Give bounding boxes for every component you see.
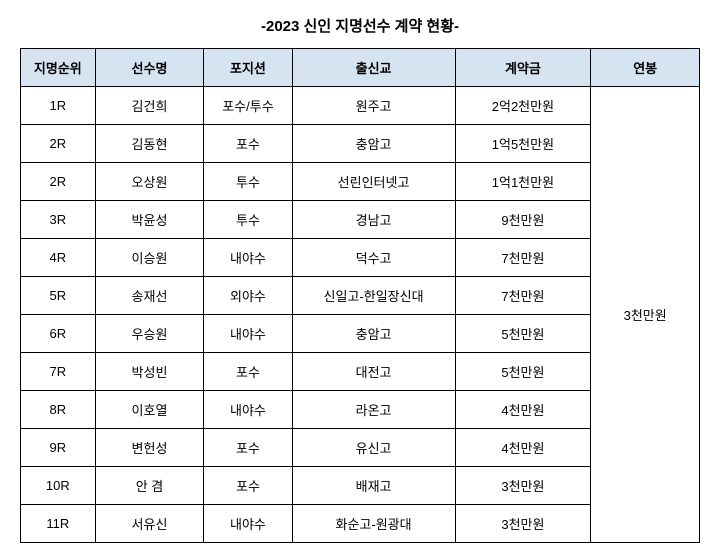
cell-school: 대전고 — [292, 353, 455, 391]
cell-school: 경남고 — [292, 201, 455, 239]
cell-name: 김동현 — [95, 125, 204, 163]
header-position: 포지션 — [204, 49, 292, 87]
header-name: 선수명 — [95, 49, 204, 87]
cell-position: 포수 — [204, 429, 292, 467]
cell-rank: 9R — [21, 429, 96, 467]
cell-school: 충암고 — [292, 125, 455, 163]
cell-name: 우승원 — [95, 315, 204, 353]
cell-name: 박성빈 — [95, 353, 204, 391]
cell-school: 배재고 — [292, 467, 455, 505]
cell-school: 선린인터넷고 — [292, 163, 455, 201]
cell-bonus: 7천만원 — [455, 239, 591, 277]
cell-name: 서유신 — [95, 505, 204, 543]
cell-position: 내야수 — [204, 391, 292, 429]
cell-bonus: 1억5천만원 — [455, 125, 591, 163]
header-salary: 연봉 — [591, 49, 700, 87]
cell-position: 포수/투수 — [204, 87, 292, 125]
cell-name: 이호열 — [95, 391, 204, 429]
cell-school: 라온고 — [292, 391, 455, 429]
cell-rank: 6R — [21, 315, 96, 353]
cell-bonus: 5천만원 — [455, 353, 591, 391]
cell-rank: 3R — [21, 201, 96, 239]
cell-bonus: 3천만원 — [455, 467, 591, 505]
cell-bonus: 2억2천만원 — [455, 87, 591, 125]
header-school: 출신교 — [292, 49, 455, 87]
contract-table: 지명순위 선수명 포지션 출신교 계약금 연봉 1R김건희포수/투수원주고2억2… — [20, 48, 700, 543]
cell-position: 포수 — [204, 125, 292, 163]
cell-bonus: 4천만원 — [455, 429, 591, 467]
table-row: 1R김건희포수/투수원주고2억2천만원3천만원 — [21, 87, 700, 125]
cell-name: 김건희 — [95, 87, 204, 125]
cell-rank: 5R — [21, 277, 96, 315]
cell-bonus: 4천만원 — [455, 391, 591, 429]
cell-position: 포수 — [204, 467, 292, 505]
cell-school: 충암고 — [292, 315, 455, 353]
cell-name: 박윤성 — [95, 201, 204, 239]
cell-position: 외야수 — [204, 277, 292, 315]
cell-name: 안 겸 — [95, 467, 204, 505]
cell-school: 덕수고 — [292, 239, 455, 277]
cell-rank: 8R — [21, 391, 96, 429]
cell-bonus: 1억1천만원 — [455, 163, 591, 201]
cell-name: 변헌성 — [95, 429, 204, 467]
cell-rank: 2R — [21, 125, 96, 163]
cell-position: 투수 — [204, 163, 292, 201]
header-bonus: 계약금 — [455, 49, 591, 87]
cell-rank: 2R — [21, 163, 96, 201]
cell-name: 오상원 — [95, 163, 204, 201]
cell-name: 송재선 — [95, 277, 204, 315]
cell-school: 원주고 — [292, 87, 455, 125]
cell-bonus: 9천만원 — [455, 201, 591, 239]
cell-bonus: 7천만원 — [455, 277, 591, 315]
cell-rank: 1R — [21, 87, 96, 125]
cell-rank: 10R — [21, 467, 96, 505]
cell-rank: 4R — [21, 239, 96, 277]
cell-school: 신일고-한일장신대 — [292, 277, 455, 315]
cell-position: 투수 — [204, 201, 292, 239]
cell-school: 화순고-원광대 — [292, 505, 455, 543]
cell-position: 포수 — [204, 353, 292, 391]
page-title: -2023 신인 지명선수 계약 현황- — [20, 15, 700, 36]
cell-position: 내야수 — [204, 505, 292, 543]
cell-position: 내야수 — [204, 315, 292, 353]
cell-name: 이승원 — [95, 239, 204, 277]
cell-bonus: 5천만원 — [455, 315, 591, 353]
cell-rank: 11R — [21, 505, 96, 543]
cell-school: 유신고 — [292, 429, 455, 467]
cell-position: 내야수 — [204, 239, 292, 277]
cell-salary-merged: 3천만원 — [591, 87, 700, 543]
cell-bonus: 3천만원 — [455, 505, 591, 543]
header-rank: 지명순위 — [21, 49, 96, 87]
cell-rank: 7R — [21, 353, 96, 391]
header-row: 지명순위 선수명 포지션 출신교 계약금 연봉 — [21, 49, 700, 87]
